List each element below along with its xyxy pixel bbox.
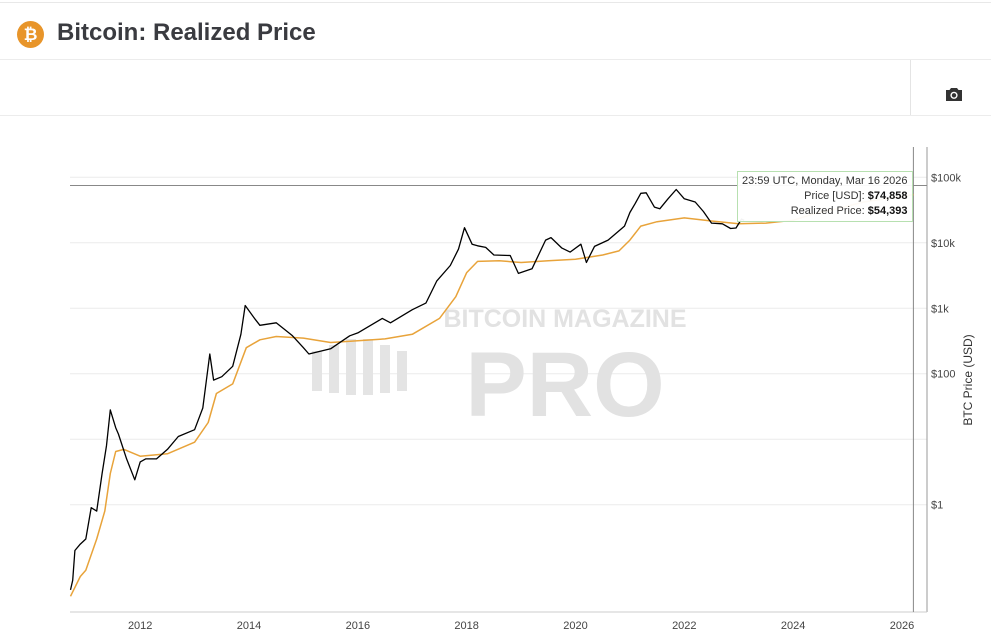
y-tick-label: $10k — [931, 238, 955, 250]
y-axis-title: BTC Price (USD) — [961, 334, 975, 425]
y-tick-label: $100k — [931, 172, 961, 184]
toolbar-divider — [910, 60, 911, 115]
tooltip-price-value: $74,858 — [867, 190, 908, 202]
chart-tooltip: 23:59 UTC, Monday, Mar 16 2026 Price [US… — [737, 171, 913, 222]
page-title: Bitcoin: Realized Price — [57, 19, 316, 46]
x-tick-label: 2018 — [454, 620, 478, 632]
watermark-logo-bar — [380, 345, 390, 393]
y-tick-label: $1 — [931, 500, 943, 512]
watermark-logo-bar — [397, 351, 407, 391]
y-tick-label: $100 — [931, 369, 955, 381]
watermark-logo-bar — [329, 345, 339, 393]
x-tick-label: 2014 — [237, 620, 261, 632]
chart-toolbar — [0, 60, 991, 116]
x-tick-label: 2022 — [672, 620, 696, 632]
x-tick-label: 2024 — [781, 620, 805, 632]
x-tick-label: 2026 — [890, 620, 914, 632]
watermark-logo-bar — [363, 339, 373, 395]
chart-header: ₿ Bitcoin: Realized Price — [0, 3, 991, 60]
tooltip-realized-label: Realized Price: — [790, 205, 865, 217]
tooltip-time: 23:59 UTC, Monday, Mar 16 2026 — [742, 175, 908, 187]
top-border — [0, 2, 991, 3]
tooltip-price-label: Price [USD]: — [804, 190, 865, 202]
bitcoin-icon: ₿ — [17, 21, 44, 48]
watermark-line2: PRO — [465, 334, 664, 436]
series-line-realized-price — [69, 193, 914, 597]
y-tick-label: $1k — [931, 303, 949, 315]
series-line-price-usd — [69, 188, 745, 591]
watermark-line1: BITCOIN MAGAZINE — [443, 305, 686, 333]
x-tick-label: 2020 — [563, 620, 587, 632]
x-tick-label: 2016 — [346, 620, 370, 632]
watermark-logo-bar — [312, 351, 322, 391]
tooltip-realized-value: $54,393 — [867, 205, 908, 217]
x-tick-label: 2012 — [128, 620, 152, 632]
camera-icon[interactable] — [945, 86, 963, 102]
watermark-logo-bar — [346, 339, 356, 395]
